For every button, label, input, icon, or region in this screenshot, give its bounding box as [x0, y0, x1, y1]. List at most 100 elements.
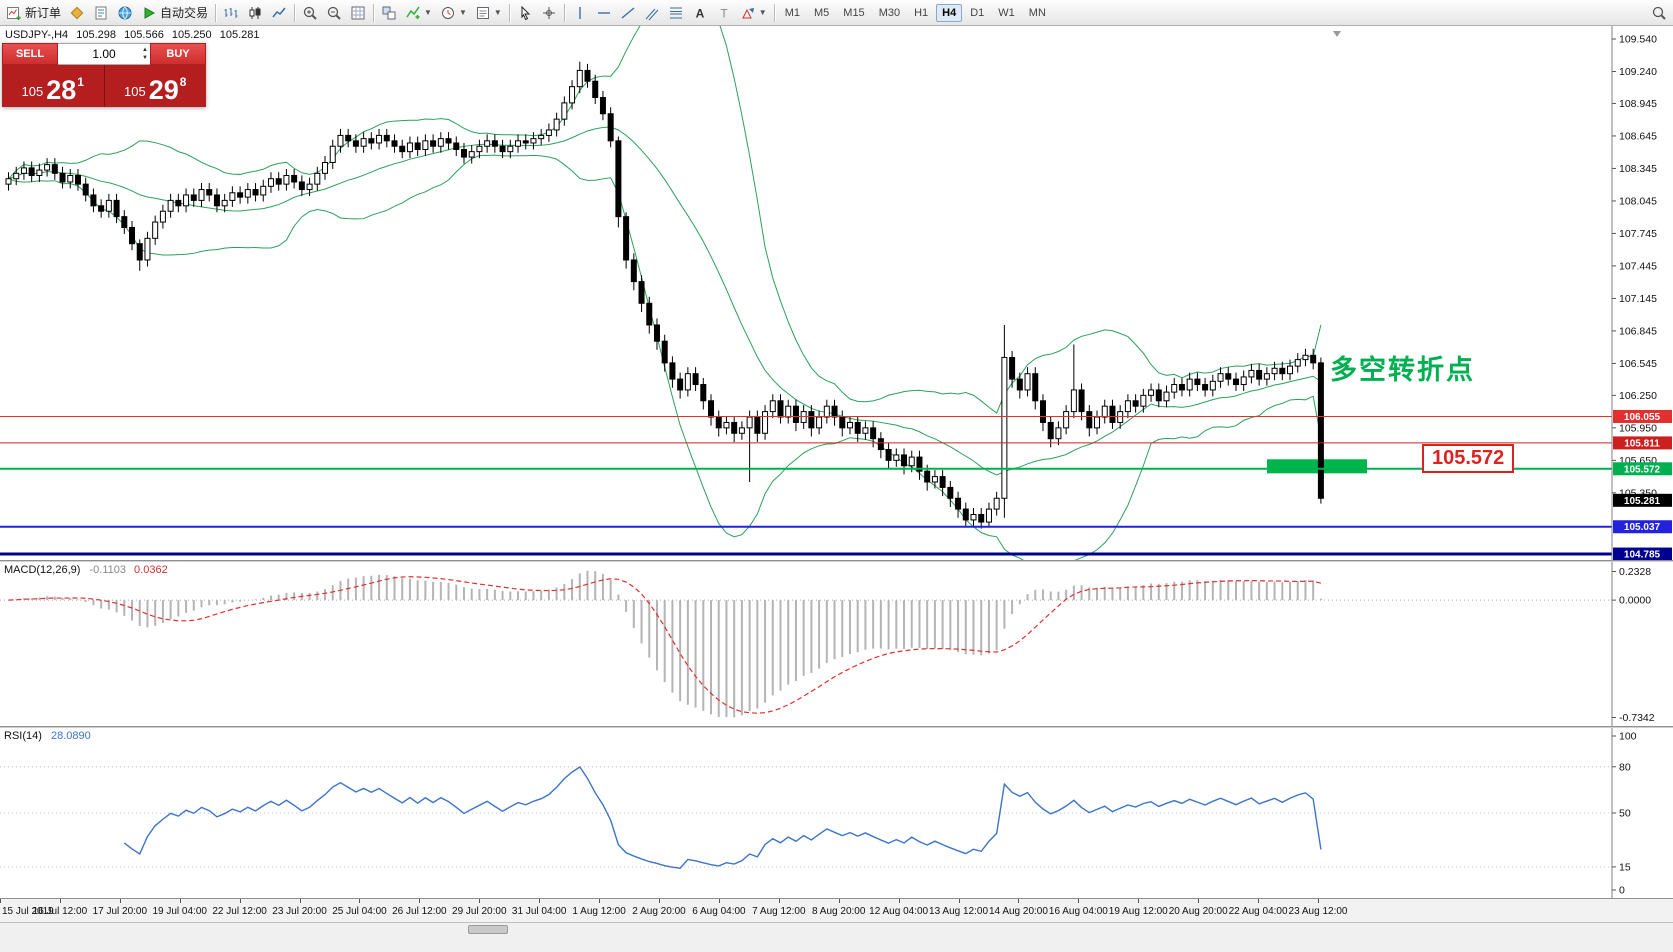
horizontal-scrollbar[interactable]: [0, 922, 1673, 934]
timeframe-w1-button[interactable]: W1: [992, 4, 1021, 22]
sell-price[interactable]: 105 28 1: [2, 65, 105, 107]
time-axis-label: 15 Jul 2019: [2, 906, 54, 917]
text-a-icon: A: [695, 6, 704, 20]
macd-signal-value: 0.0362: [134, 564, 168, 576]
volume-stepper[interactable]: ▲ ▼: [142, 46, 148, 63]
time-axis-tick: [479, 899, 481, 903]
panel-separator[interactable]: [0, 726, 1673, 728]
toolbar-separator: [294, 3, 296, 22]
timeframe-h1-button[interactable]: H1: [908, 4, 934, 22]
clock-icon: [441, 6, 454, 19]
volume-down-icon[interactable]: ▼: [142, 55, 148, 62]
horizontal-line-button[interactable]: [592, 2, 616, 24]
buy-button[interactable]: BUY: [150, 43, 206, 65]
volume-up-icon[interactable]: ▲: [142, 47, 148, 53]
new-order-button[interactable]: 新订单: [2, 2, 65, 24]
annotation-price-callout: 105.572: [1422, 444, 1515, 473]
scrollbar-thumb[interactable]: [468, 925, 508, 934]
hline-icon: [597, 11, 610, 14]
zoom-in-button[interactable]: [298, 2, 322, 24]
price-chart[interactable]: 109.540 109.240 108.945 108.645 108.345 108.0…: [0, 26, 1673, 560]
rsi-label: RSI(14) 28.0890: [4, 730, 91, 742]
panel-separator[interactable]: [0, 560, 1673, 562]
time-axis-label: 22 Jul 12:00: [212, 906, 267, 917]
templates-button[interactable]: ▼: [471, 2, 506, 24]
timeframe-m1-button[interactable]: M1: [779, 4, 806, 22]
macd-label: MACD(12,26,9) -0.1103 0.0362: [4, 564, 168, 576]
timeframe-h4-button[interactable]: H4: [936, 3, 963, 22]
macd-main-value: -0.1103: [89, 564, 126, 576]
time-axis[interactable]: 15 Jul 2019 16 Jul 12:00 17 Jul 20:00 19 Ju…: [0, 898, 1673, 922]
text-button[interactable]: A: [688, 2, 712, 24]
text-label-button[interactable]: T: [712, 2, 736, 24]
timeframe-m5-button[interactable]: M5: [808, 4, 835, 22]
periods-button[interactable]: ▼: [436, 2, 471, 24]
cursor-button[interactable]: [513, 2, 537, 24]
vertical-line-button[interactable]: [568, 2, 592, 24]
time-axis-label: 16 Aug 04:00: [1048, 906, 1108, 917]
price-tag: [1613, 547, 1672, 560]
time-axis-label: 7 Aug 12:00: [752, 906, 806, 917]
volume-input[interactable]: 1.00 ▲ ▼: [58, 43, 150, 65]
tile-windows-button[interactable]: [377, 2, 401, 24]
zoom-out-button[interactable]: [322, 2, 346, 24]
svg-text:105.811: 105.811: [1624, 438, 1660, 449]
favorites-button[interactable]: [65, 2, 89, 24]
arrows-button[interactable]: ▼: [736, 2, 771, 24]
svg-text:108.345: 108.345: [1619, 163, 1657, 175]
indicators-button[interactable]: ▼: [401, 2, 436, 24]
line-chart-type-button[interactable]: [267, 2, 291, 24]
time-axis-label: 6 Aug 04:00: [692, 906, 746, 917]
svg-text:0: 0: [1619, 885, 1625, 897]
timeframe-m15-button[interactable]: M15: [837, 4, 870, 22]
trendline-button[interactable]: [616, 2, 640, 24]
rsi-chart: 100 80 50 15 0: [0, 728, 1673, 898]
cursor-icon: [521, 5, 531, 20]
buy-price-big: 29: [148, 75, 179, 106]
data-window-button[interactable]: [113, 2, 137, 24]
candlestick-chart-type-button[interactable]: [243, 2, 267, 24]
fibonacci-button[interactable]: [664, 2, 688, 24]
symbol-name: USDJPY-,H4: [5, 29, 69, 41]
buy-price[interactable]: 105 29 8: [105, 65, 207, 107]
rsi-panel[interactable]: 100 80 50 15 0 RSI(14) 28.0890: [0, 728, 1673, 898]
price-chart-panel[interactable]: 109.540 109.240 108.945 108.645 108.345 108.0…: [0, 26, 1673, 560]
macd-chart: 0.2328 0.0000 -0.7342: [0, 562, 1673, 726]
ohlc-low: 105.250: [171, 29, 212, 41]
time-axis-tick: [419, 899, 421, 903]
macd-panel[interactable]: 0.2328 0.0000 -0.7342 MACD(12,26,9) -0.110…: [0, 562, 1673, 726]
svg-text:107.745: 107.745: [1619, 228, 1657, 240]
shapes-icon: [741, 7, 754, 18]
svg-text:15: 15: [1619, 861, 1631, 873]
svg-text:108.045: 108.045: [1619, 195, 1657, 207]
main-toolbar: 新订单 自动交易 ▼ ▼ ▼ A T ▼ M1 M5 M15 M30 H1 H4 D1 W1 MN: [0, 0, 1673, 26]
timeframe-m30-button[interactable]: M30: [873, 4, 906, 22]
time-axis-tick: [539, 899, 541, 903]
crosshair-icon: [542, 6, 555, 19]
toolbar-separator: [508, 3, 510, 22]
time-axis-tick: [1318, 899, 1319, 903]
autotrading-button-label: 自动交易: [160, 6, 209, 20]
auto-scroll-button[interactable]: [346, 2, 370, 24]
search-button[interactable]: [1647, 2, 1671, 24]
equidistant-channel-button[interactable]: [640, 2, 664, 24]
trend-icon: [621, 6, 635, 19]
new-order-icon: [7, 6, 21, 20]
rsi-name: RSI(14): [4, 730, 42, 742]
sell-price-base: 105: [21, 84, 44, 99]
sell-button[interactable]: SELL: [2, 43, 58, 65]
ohlc-close: 105.281: [219, 29, 260, 41]
crosshair-button[interactable]: [537, 2, 561, 24]
gold-icon: [70, 6, 84, 19]
svg-text:109.240: 109.240: [1619, 66, 1657, 78]
bar-chart-type-button[interactable]: [219, 2, 243, 24]
timeframe-mn-button[interactable]: MN: [1023, 4, 1052, 22]
profiles-button[interactable]: [89, 2, 113, 24]
svg-text:107.445: 107.445: [1619, 260, 1657, 272]
time-axis-label: 14 Aug 20:00: [988, 906, 1048, 917]
chart-shift-marker[interactable]: [1333, 31, 1341, 37]
timeframe-d1-button[interactable]: D1: [964, 4, 990, 22]
autotrading-button[interactable]: 自动交易: [137, 2, 212, 24]
volume-value: 1.00: [92, 47, 116, 61]
svg-text:106.055: 106.055: [1624, 412, 1661, 423]
